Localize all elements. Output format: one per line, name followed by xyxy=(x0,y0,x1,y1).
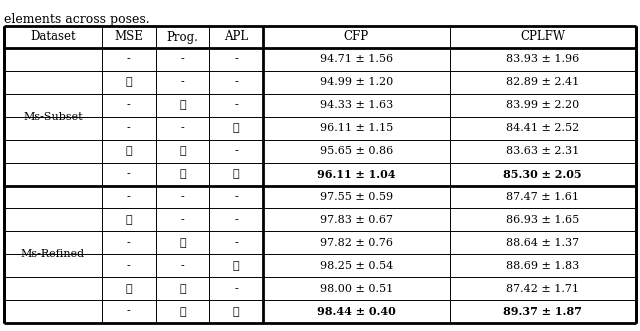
Text: Ms-Refined: Ms-Refined xyxy=(21,249,85,259)
Text: 85.30 ± 2.05: 85.30 ± 2.05 xyxy=(504,168,582,179)
Text: -: - xyxy=(180,215,184,225)
Text: 97.55 ± 0.59: 97.55 ± 0.59 xyxy=(320,192,393,202)
Text: 98.00 ± 0.51: 98.00 ± 0.51 xyxy=(320,284,393,294)
Text: 95.65 ± 0.86: 95.65 ± 0.86 xyxy=(320,146,393,156)
Text: 97.83 ± 0.67: 97.83 ± 0.67 xyxy=(320,215,393,225)
Text: 88.69 ± 1.83: 88.69 ± 1.83 xyxy=(506,261,579,271)
Text: 94.99 ± 1.20: 94.99 ± 1.20 xyxy=(320,77,393,87)
Text: ✓: ✓ xyxy=(179,238,186,248)
Text: -: - xyxy=(234,146,238,156)
Text: -: - xyxy=(127,261,131,271)
Text: -: - xyxy=(127,55,131,65)
Text: CFP: CFP xyxy=(344,30,369,43)
Text: -: - xyxy=(234,238,238,248)
Text: 89.37 ± 1.87: 89.37 ± 1.87 xyxy=(503,306,582,317)
Text: -: - xyxy=(234,215,238,225)
Text: Dataset: Dataset xyxy=(30,30,76,43)
Text: -: - xyxy=(127,192,131,202)
Text: -: - xyxy=(234,192,238,202)
Text: -: - xyxy=(127,100,131,110)
Text: elements across poses.: elements across poses. xyxy=(4,13,150,26)
Text: -: - xyxy=(180,77,184,87)
Text: -: - xyxy=(127,307,131,316)
Text: 96.11 ± 1.04: 96.11 ± 1.04 xyxy=(317,168,396,179)
Text: 86.93 ± 1.65: 86.93 ± 1.65 xyxy=(506,215,579,225)
Text: -: - xyxy=(180,123,184,133)
Text: ✓: ✓ xyxy=(179,169,186,179)
Text: -: - xyxy=(180,55,184,65)
Text: -: - xyxy=(234,77,238,87)
Text: 83.63 ± 2.31: 83.63 ± 2.31 xyxy=(506,146,579,156)
Text: ✓: ✓ xyxy=(125,215,132,225)
Text: 98.25 ± 0.54: 98.25 ± 0.54 xyxy=(320,261,393,271)
Text: ✓: ✓ xyxy=(125,77,132,87)
Text: ✓: ✓ xyxy=(125,146,132,156)
Text: ✓: ✓ xyxy=(125,284,132,294)
Text: 82.89 ± 2.41: 82.89 ± 2.41 xyxy=(506,77,579,87)
Text: -: - xyxy=(127,238,131,248)
Text: -: - xyxy=(127,123,131,133)
Text: 87.42 ± 1.71: 87.42 ± 1.71 xyxy=(506,284,579,294)
Text: Ms-Subset: Ms-Subset xyxy=(23,112,83,122)
Text: CPLFW: CPLFW xyxy=(520,30,565,43)
Text: ✓: ✓ xyxy=(179,284,186,294)
Text: 97.82 ± 0.76: 97.82 ± 0.76 xyxy=(320,238,393,248)
Text: -: - xyxy=(180,261,184,271)
Text: ✓: ✓ xyxy=(179,307,186,316)
Text: 84.41 ± 2.52: 84.41 ± 2.52 xyxy=(506,123,579,133)
Text: 94.33 ± 1.63: 94.33 ± 1.63 xyxy=(320,100,393,110)
Text: ✓: ✓ xyxy=(179,146,186,156)
Text: ✓: ✓ xyxy=(233,123,239,133)
Text: 88.64 ± 1.37: 88.64 ± 1.37 xyxy=(506,238,579,248)
Text: 94.71 ± 1.56: 94.71 ± 1.56 xyxy=(320,55,393,65)
Text: -: - xyxy=(234,100,238,110)
Text: 83.93 ± 1.96: 83.93 ± 1.96 xyxy=(506,55,579,65)
Text: ✓: ✓ xyxy=(233,169,239,179)
Text: -: - xyxy=(180,192,184,202)
Text: -: - xyxy=(127,169,131,179)
Text: -: - xyxy=(234,284,238,294)
Text: 96.11 ± 1.15: 96.11 ± 1.15 xyxy=(320,123,393,133)
Text: APL: APL xyxy=(224,30,248,43)
Text: ✓: ✓ xyxy=(233,261,239,271)
Text: 83.99 ± 2.20: 83.99 ± 2.20 xyxy=(506,100,579,110)
Text: ✓: ✓ xyxy=(233,307,239,316)
Text: 87.47 ± 1.61: 87.47 ± 1.61 xyxy=(506,192,579,202)
Text: Prog.: Prog. xyxy=(166,30,198,43)
Text: 98.44 ± 0.40: 98.44 ± 0.40 xyxy=(317,306,396,317)
Text: -: - xyxy=(234,55,238,65)
Text: ✓: ✓ xyxy=(179,100,186,110)
Text: MSE: MSE xyxy=(115,30,143,43)
